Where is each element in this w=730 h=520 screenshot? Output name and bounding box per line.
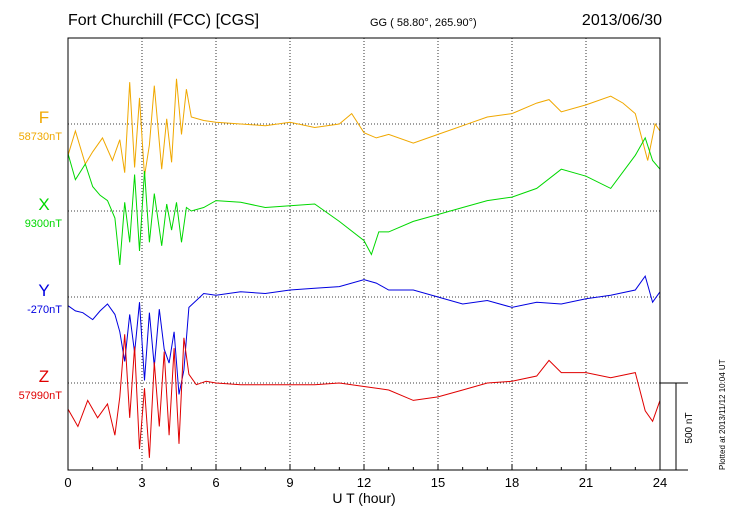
grid-lines [141,38,587,470]
series-line-x [67,136,661,265]
series-labels: F 58730nT X 9300nT Y -270nT Z 57990nT [19,108,63,402]
coordinates-label: GG ( 58.80°, 265.90°) [370,17,477,29]
series-baseline-x: 9300nT [25,218,63,230]
x-tick-label-21: 21 [579,475,593,490]
x-tick-label-12: 12 [357,475,371,490]
station-title: Fort Churchill (FCC) [CGS] [68,12,260,29]
x-tick-label-24: 24 [653,475,667,490]
series-line-z [67,334,661,458]
x-tick-label-9: 9 [286,475,293,490]
date-label: 2013/06/30 [581,12,662,29]
series-baseline-y: -270nT [27,304,62,316]
series-name-f: F [39,108,49,127]
series-name-z: Z [39,367,49,386]
series-lines [67,78,661,458]
scale-bar: 500 nT [660,382,695,471]
scale-bar-label: 500 nT [684,412,695,443]
series-name-x: X [38,195,49,214]
plotted-timestamp: Plotted at 2013/11/12 10:04 UT [718,359,727,470]
x-tick-label-3: 3 [138,475,145,490]
x-axis-title: U T (hour) [332,490,395,506]
x-tick-label-0: 0 [64,475,71,490]
series-baseline-z: 57990nT [19,390,63,402]
series-name-y: Y [38,281,49,300]
series-baseline-f: 58730nT [19,131,63,143]
series-line-y [67,274,661,395]
x-tick-label-15: 15 [431,475,445,490]
x-tick-label-18: 18 [505,475,519,490]
series-line-f [67,78,661,177]
x-axis-ticks: 0 3 6 9 12 15 18 21 24 [64,464,667,490]
x-tick-label-6: 6 [212,475,219,490]
